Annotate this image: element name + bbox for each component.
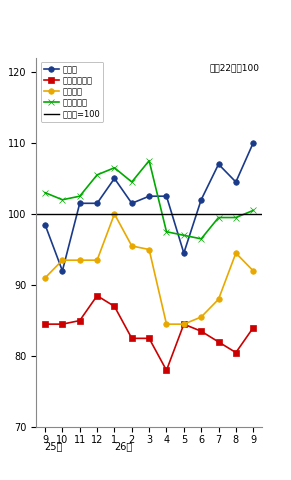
鉄鋼業 — [199, 197, 203, 203]
鉄鋼業 — [148, 193, 151, 199]
化学工業 — [217, 296, 220, 302]
食料品工業 — [251, 207, 255, 213]
化学工業 — [61, 257, 64, 263]
食料品工業 — [217, 215, 220, 220]
Line: 鉄鋼業: 鉄鋼業 — [42, 140, 256, 274]
金属製品工業 — [113, 303, 116, 309]
鉄鋼業 — [182, 250, 186, 256]
鉄鋼業 — [217, 161, 220, 167]
鉄鋼業 — [78, 201, 81, 206]
金属製品工業 — [217, 339, 220, 345]
Line: 食料品工業: 食料品工業 — [42, 157, 257, 242]
化学工業 — [78, 257, 81, 263]
金属製品工業 — [182, 321, 186, 327]
食料品工業 — [182, 232, 186, 238]
化学工業 — [234, 250, 238, 256]
鉄鋼業 — [130, 201, 134, 206]
Text: 26年: 26年 — [114, 442, 132, 451]
金属製品工業 — [61, 321, 64, 327]
鉄鋼業 — [251, 140, 255, 146]
金属製品工業 — [251, 325, 255, 331]
Line: 化学工業: 化学工業 — [42, 211, 256, 327]
Text: 25年: 25年 — [45, 442, 63, 451]
金属製品工業 — [234, 350, 238, 356]
金属製品工業 — [148, 336, 151, 341]
食料品工業 — [148, 158, 151, 164]
化学工業 — [148, 247, 151, 252]
食料品工業 — [113, 165, 116, 171]
食料品工業 — [78, 193, 81, 199]
鉄鋼業 — [95, 201, 99, 206]
食料品工業 — [199, 236, 203, 242]
金属製品工業 — [43, 321, 47, 327]
食料品工業 — [165, 229, 168, 235]
基準値=100 — [61, 211, 64, 217]
鉄鋼業 — [234, 179, 238, 185]
基準値=100 — [43, 211, 47, 217]
食料品工業 — [234, 215, 238, 220]
食料品工業 — [130, 179, 134, 185]
化学工業 — [182, 321, 186, 327]
金属製品工業 — [199, 328, 203, 334]
食料品工業 — [61, 197, 64, 203]
化学工業 — [130, 243, 134, 249]
化学工業 — [43, 275, 47, 281]
金属製品工業 — [130, 336, 134, 341]
化学工業 — [199, 314, 203, 320]
金属製品工業 — [165, 368, 168, 373]
Line: 金属製品工業: 金属製品工業 — [42, 293, 256, 373]
化学工業 — [95, 257, 99, 263]
鉄鋼業 — [165, 193, 168, 199]
金属製品工業 — [78, 318, 81, 324]
化学工業 — [251, 268, 255, 274]
鉄鋼業 — [61, 268, 64, 274]
金属製品工業 — [95, 293, 99, 299]
食料品工業 — [43, 190, 47, 195]
食料品工業 — [95, 172, 99, 178]
化学工業 — [165, 321, 168, 327]
Text: 平成22年＝100: 平成22年＝100 — [210, 63, 260, 72]
鉄鋼業 — [113, 176, 116, 181]
Legend: 鉄鋼業, 金属製品工業, 化学工業, 食料品工業, 基準値=100: 鉄鋼業, 金属製品工業, 化学工業, 食料品工業, 基準値=100 — [40, 62, 103, 122]
鉄鋼業 — [43, 222, 47, 228]
化学工業 — [113, 211, 116, 217]
